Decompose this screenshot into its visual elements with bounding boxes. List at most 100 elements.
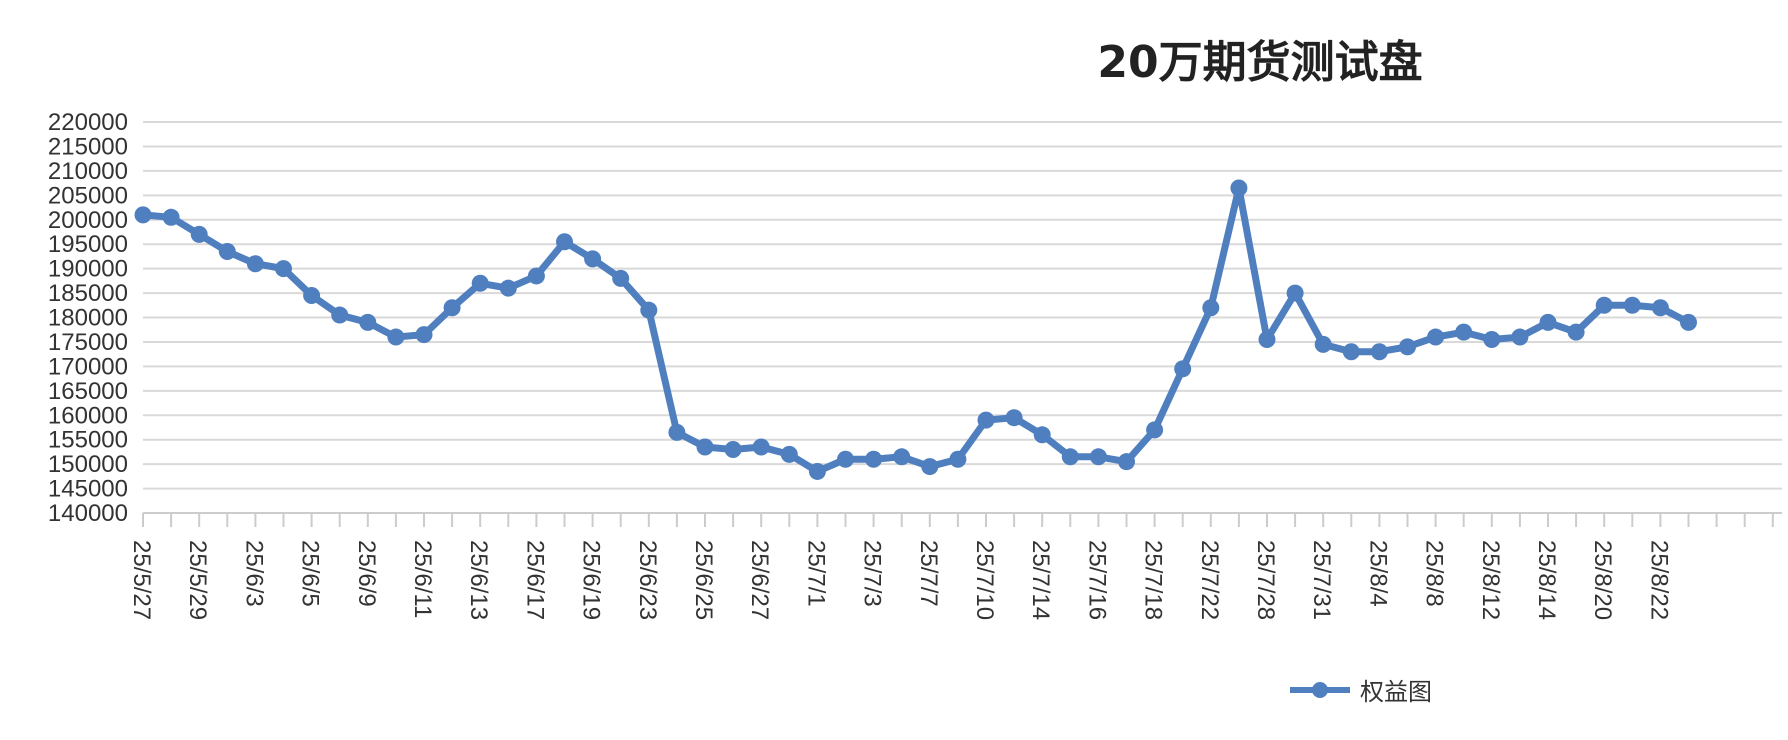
y-tick-label: 160000 (48, 402, 128, 429)
x-tick-label: 25/8/4 (1364, 540, 1391, 607)
data-point (331, 306, 349, 324)
data-point (527, 267, 545, 285)
data-point (893, 448, 911, 466)
data-point (949, 450, 967, 468)
y-tick-label: 205000 (48, 182, 128, 209)
data-point (1370, 343, 1388, 361)
data-point (1651, 299, 1669, 317)
x-tick-label: 25/7/7 (915, 540, 942, 607)
y-tick-label: 200000 (48, 207, 128, 234)
x-tick-label: 25/7/31 (1308, 540, 1335, 620)
x-tick-label: 25/8/12 (1477, 540, 1504, 620)
x-tick-label: 25/6/3 (240, 540, 267, 607)
data-point (1511, 328, 1529, 346)
data-point (584, 250, 602, 268)
x-tick-label: 25/8/14 (1533, 540, 1560, 620)
data-point (1118, 453, 1135, 471)
data-point (865, 450, 883, 468)
chart-title: 20万期货测试盘 (1097, 37, 1423, 88)
x-tick-label: 25/7/10 (971, 540, 998, 620)
y-tick-label: 180000 (48, 305, 128, 332)
data-point (1230, 179, 1248, 197)
x-tick-label: 25/8/8 (1421, 540, 1448, 607)
data-point (443, 299, 461, 317)
data-point (1314, 335, 1332, 353)
data-point (612, 269, 630, 287)
data-point (837, 450, 854, 468)
data-point (640, 301, 658, 319)
data-point (359, 313, 377, 331)
data-point (1202, 299, 1220, 317)
data-point (1089, 448, 1107, 466)
data-point (499, 279, 517, 297)
data-point (471, 274, 489, 292)
x-tick-label: 25/8/22 (1645, 540, 1672, 620)
x-tick-label: 25/6/11 (409, 540, 436, 618)
x-tick-label: 25/8/20 (1589, 540, 1616, 620)
x-tick-label: 25/5/27 (128, 540, 155, 620)
x-tick-label: 25/7/22 (1196, 540, 1223, 620)
y-tick-label: 175000 (48, 329, 128, 356)
y-tick-label: 150000 (48, 451, 128, 478)
y-tick-label: 190000 (48, 256, 128, 283)
data-point (1427, 328, 1445, 346)
data-point (246, 255, 264, 273)
x-tick-label: 25/6/19 (578, 540, 605, 620)
legend-line-icon (1290, 681, 1350, 698)
y-tick-label: 155000 (48, 427, 128, 454)
data-point (415, 326, 433, 344)
data-point (162, 208, 180, 226)
data-point (1174, 360, 1192, 378)
x-tick-label: 25/6/17 (521, 540, 548, 620)
data-point (1286, 284, 1304, 302)
data-point (218, 243, 236, 261)
data-point (724, 440, 742, 458)
y-tick-label: 210000 (48, 158, 128, 185)
y-tick-label: 165000 (48, 378, 128, 405)
data-point (190, 225, 208, 243)
data-point (1455, 323, 1473, 341)
data-point (1483, 330, 1501, 348)
y-tick-label: 145000 (48, 476, 128, 503)
y-tick-label: 140000 (48, 500, 128, 527)
data-point (1595, 296, 1613, 314)
data-point (696, 438, 714, 456)
y-tick-label: 220000 (48, 109, 128, 136)
data-point (780, 445, 798, 463)
x-tick-label: 25/6/9 (353, 540, 380, 607)
x-tick-label: 25/6/23 (634, 540, 661, 620)
data-point (752, 438, 770, 456)
data-point (1146, 421, 1164, 439)
data-point (921, 458, 939, 476)
legend: 权益图 (1290, 672, 1432, 707)
x-tick-label: 25/6/27 (746, 540, 773, 620)
data-point (808, 462, 826, 480)
data-point (1033, 426, 1051, 444)
data-point (1258, 330, 1276, 348)
y-tick-label: 185000 (48, 280, 128, 307)
data-point (1061, 448, 1079, 466)
x-tick-label: 25/5/29 (184, 540, 211, 620)
legend-label: 权益图 (1360, 678, 1432, 706)
y-tick-label: 215000 (48, 133, 128, 160)
x-tick-label: 25/7/14 (1027, 540, 1054, 620)
data-point (1005, 409, 1023, 427)
x-tick-label: 25/6/25 (690, 540, 717, 620)
data-point (1567, 323, 1585, 341)
data-point (1342, 343, 1360, 361)
x-tick-label: 25/7/18 (1140, 540, 1167, 620)
y-tick-label: 170000 (48, 353, 128, 380)
y-tick-label: 195000 (48, 231, 128, 258)
data-point (668, 423, 686, 441)
x-tick-label: 25/6/5 (297, 540, 324, 607)
data-point (1680, 313, 1697, 331)
data-point (275, 260, 292, 278)
data-point (303, 287, 321, 305)
data-point (556, 233, 573, 251)
x-tick-label: 25/7/28 (1252, 540, 1279, 620)
data-point (387, 328, 405, 346)
x-tick-label: 25/6/13 (465, 540, 492, 620)
x-tick-label: 25/7/3 (859, 540, 886, 607)
